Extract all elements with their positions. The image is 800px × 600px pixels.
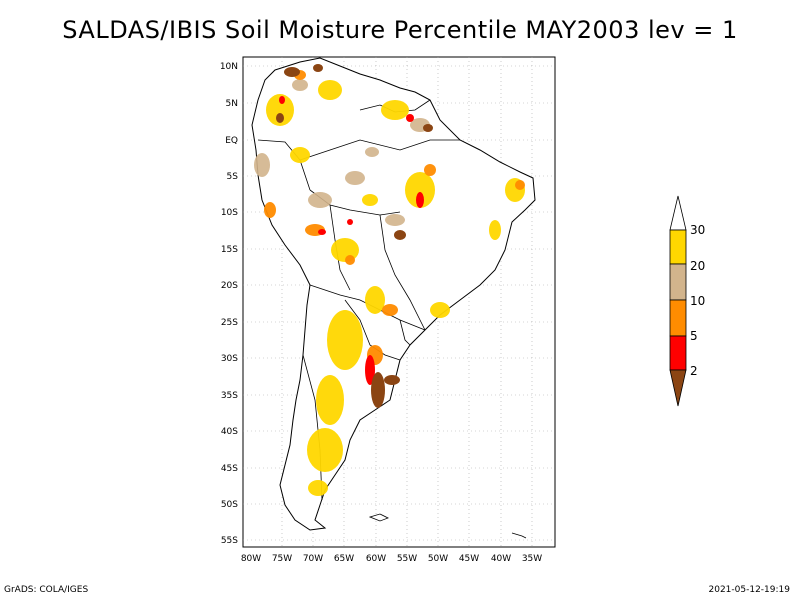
lon-label: 65W [334,554,354,564]
lon-label: 70W [303,554,323,564]
colorbar-bottom-triangle [669,369,687,407]
lat-label: 10N [220,62,238,72]
colorbar [669,195,687,407]
lon-label: 45W [459,554,479,564]
lat-label: 50S [221,500,238,510]
lat-label: 45S [221,464,238,474]
lat-label: 15S [221,245,238,255]
lon-label: 50W [428,554,448,564]
lat-label: 40S [221,427,238,437]
shading-red [279,96,424,385]
colorbar-bin-30 [669,229,687,265]
colorbar-label: 30 [690,223,705,237]
colorbar-top-triangle [669,195,687,231]
footer-timestamp: 2021-05-12-19:19 [708,585,791,595]
falkland-islands [368,513,389,522]
lat-label: 30S [221,354,238,364]
lat-label: 55S [221,536,238,546]
lat-labels: 10N 5N EQ 5S 10S 15S 20S 25S 30S 35S 40S… [220,62,238,546]
lon-label: 55W [397,554,417,564]
colorbar-label: 5 [690,329,698,343]
shading-brown [276,64,433,408]
colorbar-label: 20 [690,259,705,273]
footer-credit: GrADS: COLA/IGES [4,585,89,595]
lon-labels: 80W 75W 70W 65W 60W 55W 50W 45W 40W 35W [241,554,542,564]
lat-label: 35S [221,391,238,401]
lat-label: 10S [221,208,238,218]
lat-label: 20S [221,281,238,291]
colorbar-labels: 30 20 10 5 2 [690,223,705,378]
lat-label: EQ [225,136,238,146]
lat-label: 5N [226,99,238,109]
lon-label: 75W [272,554,292,564]
lat-label: 25S [221,318,238,328]
colorbar-bin-5 [669,335,687,371]
south-georgia [511,532,527,539]
lon-label: 40W [491,554,511,564]
map-title: SALDAS/IBIS Soil Moisture Percentile MAY… [62,16,738,44]
lon-label: 35W [522,554,542,564]
lon-label: 60W [366,554,386,564]
colorbar-bin-10 [669,299,687,337]
colorbar-bin-20 [669,263,687,301]
colorbar-label: 10 [690,294,705,308]
lon-label: 80W [241,554,261,564]
lat-label: 5S [227,172,239,182]
colorbar-label: 2 [690,364,698,378]
